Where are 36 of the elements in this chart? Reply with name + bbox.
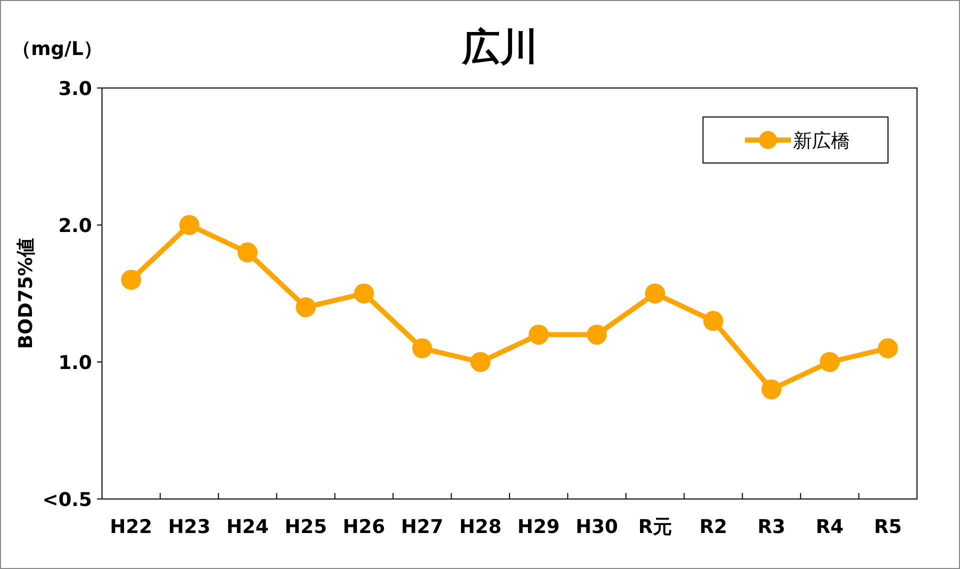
x-tick-label: H27: [401, 516, 444, 538]
point: [121, 270, 142, 290]
chart-title: 広川: [461, 25, 538, 69]
x-tick-label: R3: [758, 516, 786, 538]
x-tick-label: R2: [699, 516, 728, 538]
x-tick-label: H30: [576, 516, 618, 538]
x-tick-label: H24: [226, 516, 269, 538]
x-tick-label: R元: [638, 516, 672, 538]
x-tick-label: H26: [342, 516, 386, 538]
y-tick-label: 3.0: [58, 78, 92, 100]
point: [470, 352, 490, 372]
x-tick-label: R4: [816, 516, 844, 538]
legend-label: 新広橋: [793, 130, 850, 152]
point: [179, 215, 200, 235]
point: [703, 310, 724, 331]
y-axis-title: BOD75%値: [15, 238, 37, 349]
point: [645, 284, 666, 304]
point: [528, 324, 549, 345]
point: [820, 352, 840, 372]
point: [412, 338, 432, 358]
point: [878, 338, 898, 358]
x-tick-label: H23: [168, 516, 210, 538]
point: [586, 324, 607, 345]
x-tick-label: H28: [459, 516, 502, 538]
text: （mg/L）: [12, 38, 102, 60]
y-tick-label: 2.0: [58, 215, 92, 237]
x-tick-label: H25: [284, 516, 327, 538]
y-tick-label: 1.0: [58, 352, 92, 374]
y-tick-label: <0.5: [42, 489, 92, 511]
point: [296, 297, 316, 318]
x-tick-label: H22: [110, 516, 152, 538]
x-tick-label: H29: [517, 516, 560, 538]
point: [354, 284, 374, 304]
x-tick-label: R5: [874, 516, 902, 538]
point: [761, 379, 782, 400]
point: [238, 242, 258, 262]
